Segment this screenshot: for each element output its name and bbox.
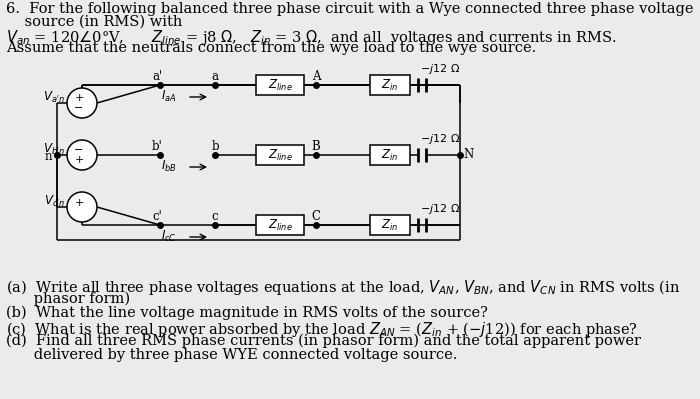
Text: $I_{cC}$: $I_{cC}$ bbox=[161, 229, 177, 243]
Text: +: + bbox=[74, 155, 84, 165]
Text: a: a bbox=[211, 70, 218, 83]
Bar bbox=[370, 215, 410, 235]
Text: $-j12\ \Omega$: $-j12\ \Omega$ bbox=[420, 202, 460, 216]
Text: (b)  What the line voltage magnitude in RMS volts of the source?: (b) What the line voltage magnitude in R… bbox=[6, 306, 488, 320]
Text: $V_{an}$ = 120$\angle$0°V,      $Z_{line}$ = j8 $\Omega$,   $Z_{in}$ = 3 $\Omega: $V_{an}$ = 120$\angle$0°V, $Z_{line}$ = … bbox=[6, 28, 617, 47]
Bar bbox=[256, 145, 304, 165]
Text: $V_{b'n}$: $V_{b'n}$ bbox=[43, 142, 65, 156]
Text: $-j12\ \Omega$: $-j12\ \Omega$ bbox=[420, 132, 460, 146]
Text: (c)  What is the real power absorbed by the load $Z_{AN}$ = ($Z_{in}$ + ($-j$12): (c) What is the real power absorbed by t… bbox=[6, 320, 638, 339]
Text: C: C bbox=[312, 210, 321, 223]
Text: $V_{c'n}$: $V_{c'n}$ bbox=[43, 194, 65, 209]
Text: −: − bbox=[74, 103, 84, 113]
Text: $Z_{line}$: $Z_{line}$ bbox=[267, 217, 293, 233]
Circle shape bbox=[67, 88, 97, 118]
Text: $-j12\ \Omega$: $-j12\ \Omega$ bbox=[420, 62, 460, 76]
Text: +: + bbox=[74, 93, 84, 103]
Text: c: c bbox=[211, 210, 218, 223]
Text: source (in RMS) with: source (in RMS) with bbox=[6, 15, 183, 29]
Text: $Z_{in}$: $Z_{in}$ bbox=[382, 77, 398, 93]
Text: b': b' bbox=[152, 140, 162, 153]
Text: b: b bbox=[211, 140, 219, 153]
Bar bbox=[370, 145, 410, 165]
Text: A: A bbox=[312, 70, 321, 83]
Text: c': c' bbox=[152, 210, 162, 223]
Text: $Z_{in}$: $Z_{in}$ bbox=[382, 217, 398, 233]
Text: a': a' bbox=[152, 70, 162, 83]
Text: delivered by three phase WYE connected voltage source.: delivered by three phase WYE connected v… bbox=[6, 348, 457, 362]
Text: $V_{a'n}$: $V_{a'n}$ bbox=[43, 89, 65, 105]
Text: $Z_{in}$: $Z_{in}$ bbox=[382, 148, 398, 162]
Text: B: B bbox=[312, 140, 321, 153]
Text: 6.  For the following balanced three phase circuit with a Wye connected three ph: 6. For the following balanced three phas… bbox=[6, 2, 694, 16]
Text: $Z_{line}$: $Z_{line}$ bbox=[267, 77, 293, 93]
Text: $Z_{line}$: $Z_{line}$ bbox=[267, 148, 293, 162]
Text: −: − bbox=[74, 145, 84, 155]
Text: (d)  Find all three RMS phase currents (in phasor form) and the total apparent p: (d) Find all three RMS phase currents (i… bbox=[6, 334, 641, 348]
Text: $I_{bB}$: $I_{bB}$ bbox=[161, 158, 177, 174]
Bar bbox=[256, 215, 304, 235]
Text: $I_{aA}$: $I_{aA}$ bbox=[162, 89, 177, 104]
Text: Assume that the neutrals connect from the wye load to the wye source.: Assume that the neutrals connect from th… bbox=[6, 41, 536, 55]
Text: N: N bbox=[463, 148, 473, 162]
Bar bbox=[370, 75, 410, 95]
Circle shape bbox=[67, 140, 97, 170]
Text: +: + bbox=[74, 198, 84, 208]
Text: n: n bbox=[45, 150, 52, 164]
Text: phasor form): phasor form) bbox=[6, 292, 130, 306]
Bar bbox=[256, 75, 304, 95]
Text: (a)  Write all three phase voltages equations at the load, $V_{AN}$, $V_{BN}$, a: (a) Write all three phase voltages equat… bbox=[6, 278, 680, 297]
Circle shape bbox=[67, 192, 97, 222]
